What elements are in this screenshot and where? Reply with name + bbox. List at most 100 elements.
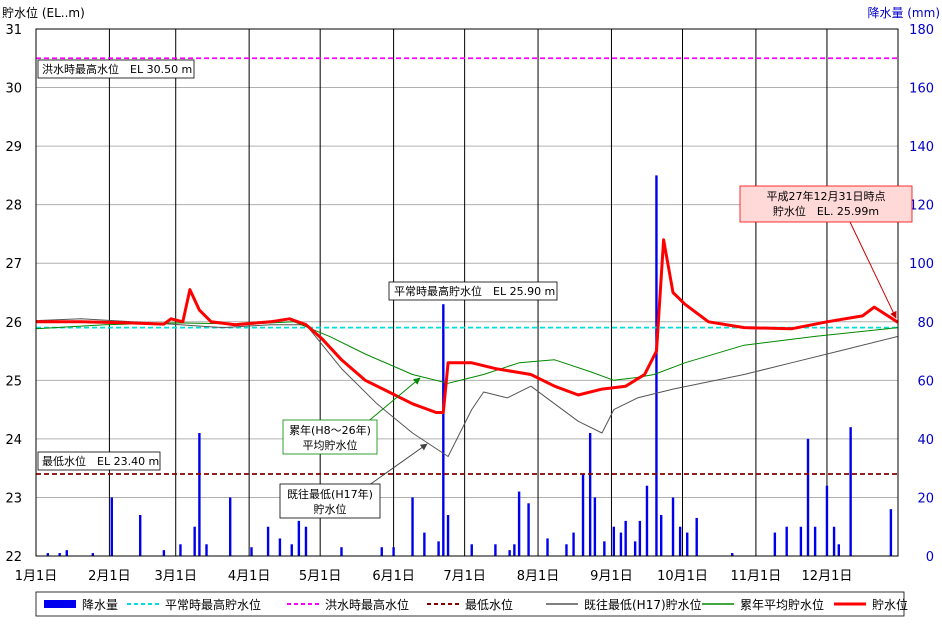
legend-label: 累年平均貯水位	[740, 597, 824, 612]
y-right-tick-label: 20	[917, 491, 934, 506]
precip-bar	[593, 497, 597, 556]
precip-bar	[659, 515, 663, 556]
precip-bar	[266, 526, 270, 556]
x-tick-label: 12月1日	[802, 569, 853, 584]
precip-bar	[380, 547, 383, 556]
precip-bar	[65, 550, 68, 556]
precip-bar	[304, 526, 308, 556]
precip-bar	[423, 532, 426, 556]
precip-bar	[612, 526, 616, 556]
annotation-current: 平成27年12月31日時点 貯水位 EL. 25.99m	[739, 185, 913, 319]
precip-bar	[340, 547, 343, 556]
x-tick-label: 7月1日	[443, 569, 486, 584]
precip-bar	[588, 433, 592, 556]
y-right-tick-label: 120	[909, 199, 934, 214]
y-right-tick-label: 140	[909, 140, 934, 155]
precip-bars	[46, 175, 893, 556]
x-tick-label: 6月1日	[372, 569, 415, 584]
x-tick-label: 8月1日	[517, 569, 560, 584]
annotation-min-level-text: 最低水位 EL 23.40 m	[42, 454, 159, 468]
legend-label: 貯水位	[872, 597, 908, 612]
precip-bar	[619, 532, 623, 556]
series-lines	[35, 238, 899, 457]
precip-bar	[437, 541, 440, 556]
x-tick-label: 3月1日	[154, 569, 197, 584]
annotation-current-line2: 貯水位 EL. 25.99m	[773, 204, 879, 218]
legend-label: 降水量	[82, 598, 118, 612]
legend-label: 既往最低(H17)貯水位	[584, 597, 702, 612]
precip-bar	[470, 544, 473, 556]
precip-bar	[565, 544, 568, 556]
annotation-flood-max-text: 洪水時最高水位 EL 30.50 m	[42, 62, 192, 76]
annotation-record-low-line1: 既往最低(H17年)	[287, 487, 373, 501]
x-tick-label: 4月1日	[228, 569, 271, 584]
legend-swatch	[44, 600, 76, 608]
y-left-tick-label: 31	[5, 23, 22, 38]
precip-bar	[527, 503, 530, 556]
precip-bar	[508, 550, 511, 556]
precip-bar	[513, 544, 516, 556]
series-line	[36, 238, 899, 414]
reference-lines	[36, 57, 898, 475]
precip-bar	[813, 526, 817, 556]
precip-bar	[517, 491, 521, 556]
y-left-tick-label: 26	[5, 316, 22, 331]
x-tick-label: 2月1日	[88, 569, 131, 584]
precip-bar	[91, 553, 95, 556]
precip-bar	[686, 532, 689, 556]
y-left-axis-title: 貯水位 (EL..m)	[2, 5, 85, 20]
y-left-tick-label: 30	[5, 82, 22, 97]
precip-bar	[825, 485, 829, 556]
precip-bar	[110, 497, 113, 556]
annotation-normal-max: 平常時最高貯水位 EL 25.90 m	[388, 281, 558, 301]
y-left-tick-label: 24	[5, 433, 22, 448]
annotation-flood-max: 洪水時最高水位 EL 30.50 m	[37, 59, 195, 79]
y-left-tick-label: 23	[5, 491, 22, 506]
precip-bar	[638, 520, 642, 556]
y-right-tick-label: 180	[909, 23, 934, 38]
x-tick-label: 9月1日	[590, 569, 633, 584]
y-right-tick-label: 160	[909, 82, 934, 97]
precip-bar	[572, 532, 575, 556]
precip-bar	[785, 526, 788, 556]
precip-bar	[837, 544, 840, 556]
precip-bar	[678, 526, 682, 556]
precip-bar	[193, 526, 196, 556]
precip-bar	[799, 526, 803, 556]
series-line	[35, 318, 899, 457]
precip-bar	[297, 520, 301, 556]
legend-box	[35, 591, 905, 617]
y-left-tick-label: 29	[5, 140, 22, 155]
annotation-current-line1: 平成27年12月31日時点	[767, 189, 886, 203]
y-left-tick-label: 25	[5, 374, 22, 389]
precip-bar	[731, 553, 734, 556]
precip-bar	[205, 544, 208, 556]
annotation-min-level: 最低水位 EL 23.40 m	[37, 451, 161, 471]
annotation-record-low: 既往最低(H17年) 貯水位	[279, 443, 428, 519]
y-right-ticks: 0 20 40 60 80 100 120 140 160 180	[909, 23, 934, 565]
legend-label: 洪水時最高水位	[325, 597, 409, 612]
y-left-tick-label: 22	[5, 550, 22, 565]
precip-bar	[494, 544, 497, 556]
precip-bar	[138, 515, 142, 556]
precip-bar	[179, 544, 182, 556]
legend-label: 平常時最高貯水位	[165, 597, 261, 612]
precip-bar	[832, 526, 836, 556]
precip-bar	[655, 175, 658, 556]
y-left-ticks: 22 23 24 25 26 27 28 29 30 31	[5, 23, 22, 565]
precip-bar	[228, 497, 232, 556]
x-tick-label: 10月1日	[657, 569, 708, 584]
annotation-average: 累年(H8～26年) 平均貯水位	[282, 377, 421, 455]
precip-bar	[198, 433, 201, 556]
x-tick-label: 5月1日	[299, 569, 342, 584]
precip-bar	[645, 485, 649, 556]
precip-bar	[624, 520, 627, 556]
precip-bar	[162, 550, 166, 556]
plot-frame	[35, 28, 899, 557]
precip-bar	[581, 474, 585, 556]
y-right-tick-label: 80	[917, 316, 934, 331]
y-right-tick-label: 0	[926, 550, 934, 565]
legend-label: 最低水位	[465, 597, 513, 612]
x-ticks: 1月1日 2月1日 3月1日 4月1日 5月1日 6月1日 7月1日 8月1日 9月1日 10月1…	[15, 569, 853, 584]
x-tick-label: 1月1日	[15, 569, 58, 584]
